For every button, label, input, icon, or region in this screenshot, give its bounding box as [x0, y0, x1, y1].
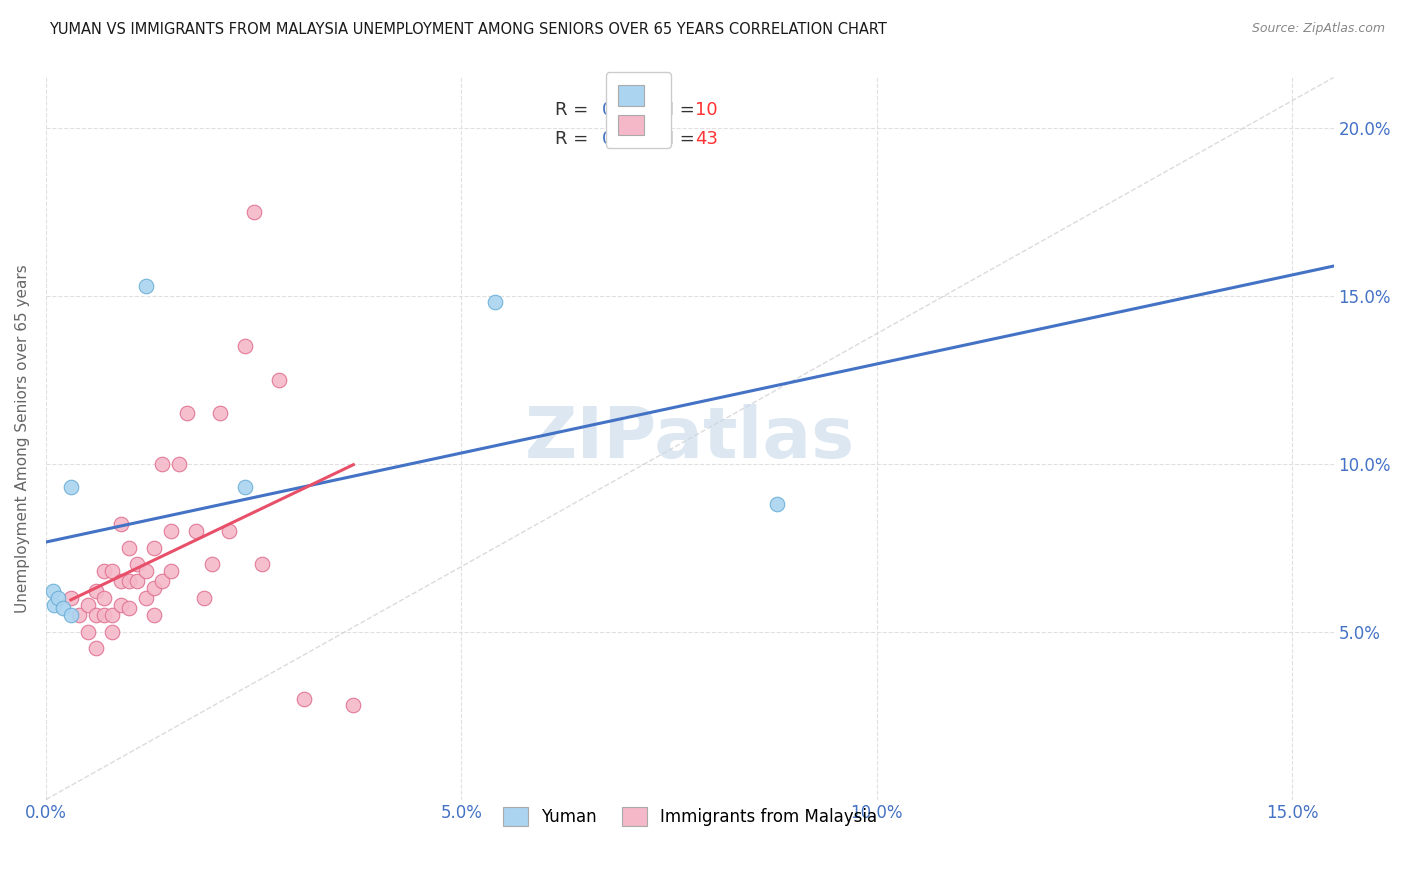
- Point: [110, 574, 132, 589]
- Point: [110, 598, 132, 612]
- Point: [84, 641, 107, 656]
- Point: [127, 558, 149, 572]
- Point: [59, 591, 82, 605]
- Point: [242, 204, 264, 219]
- Point: [176, 406, 198, 420]
- Point: [118, 601, 141, 615]
- Point: [84, 607, 107, 622]
- Point: [135, 564, 157, 578]
- Legend: Yuman, Immigrants from Malaysia: Yuman, Immigrants from Malaysia: [495, 798, 886, 835]
- Point: [93, 607, 115, 622]
- Point: [93, 564, 115, 578]
- Point: [235, 339, 257, 353]
- Point: [84, 584, 107, 599]
- Point: [766, 497, 789, 511]
- Point: [135, 591, 157, 605]
- Text: 43: 43: [695, 130, 718, 148]
- Text: Source: ZipAtlas.com: Source: ZipAtlas.com: [1251, 22, 1385, 36]
- Text: R =: R =: [554, 130, 593, 148]
- Point: [101, 624, 124, 639]
- Y-axis label: Unemployment Among Seniors over 65 years: Unemployment Among Seniors over 65 years: [15, 264, 30, 613]
- Point: [159, 524, 181, 538]
- Point: [59, 480, 82, 494]
- Text: ZIPatlas: ZIPatlas: [524, 404, 855, 473]
- Text: N =: N =: [648, 101, 700, 119]
- Point: [150, 574, 173, 589]
- Point: [101, 564, 124, 578]
- Point: [201, 558, 224, 572]
- Point: [127, 574, 149, 589]
- Point: [342, 698, 364, 713]
- Point: [48, 591, 70, 605]
- Point: [52, 601, 75, 615]
- Point: [209, 406, 232, 420]
- Text: R =: R =: [554, 101, 593, 119]
- Text: YUMAN VS IMMIGRANTS FROM MALAYSIA UNEMPLOYMENT AMONG SENIORS OVER 65 YEARS CORRE: YUMAN VS IMMIGRANTS FROM MALAYSIA UNEMPL…: [49, 22, 887, 37]
- Point: [250, 558, 273, 572]
- Point: [41, 584, 63, 599]
- Point: [159, 564, 181, 578]
- Point: [76, 624, 98, 639]
- Point: [150, 457, 173, 471]
- Point: [76, 598, 98, 612]
- Point: [110, 517, 132, 532]
- Point: [167, 457, 190, 471]
- Text: 0.194: 0.194: [602, 101, 654, 119]
- Point: [235, 480, 257, 494]
- Point: [292, 691, 315, 706]
- Point: [143, 581, 166, 595]
- Point: [67, 607, 90, 622]
- Text: N =: N =: [648, 130, 700, 148]
- Point: [118, 574, 141, 589]
- Point: [93, 591, 115, 605]
- Point: [193, 591, 215, 605]
- Point: [218, 524, 240, 538]
- Text: 10: 10: [695, 101, 717, 119]
- Point: [143, 607, 166, 622]
- Point: [484, 295, 506, 310]
- Text: 0.349: 0.349: [602, 130, 654, 148]
- Point: [184, 524, 207, 538]
- Point: [267, 373, 290, 387]
- Point: [118, 541, 141, 555]
- Point: [143, 541, 166, 555]
- Point: [135, 278, 157, 293]
- Point: [101, 607, 124, 622]
- Point: [59, 607, 82, 622]
- Point: [44, 598, 66, 612]
